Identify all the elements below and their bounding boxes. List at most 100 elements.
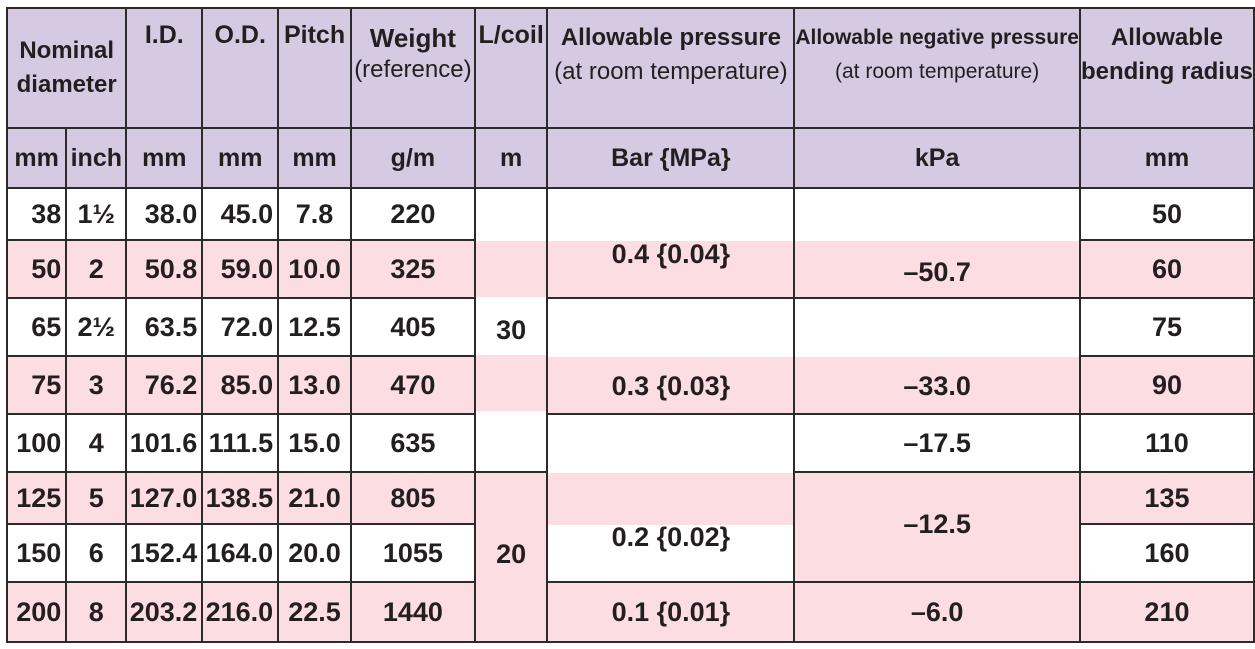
cell-pitch: 13.0: [277, 355, 352, 415]
cell-weight: 1055: [349, 523, 476, 583]
cell-nominal-inch: 2½: [65, 297, 128, 357]
cell-weight: 325: [349, 239, 476, 299]
header-row: Nominal diameter I.D. O.D. Pitch Weight …: [5, 7, 1255, 129]
pressure-value-1: 0.4 {0.04}: [611, 239, 731, 269]
pink-stripe: [476, 474, 546, 525]
cell-pitch: 15.0: [277, 413, 352, 473]
cell-od: 85.0: [201, 355, 280, 415]
cell-negpressure-1: –50.7: [793, 187, 1081, 299]
cell-weight: 470: [349, 355, 476, 415]
unit-id: mm: [125, 127, 204, 189]
pink-stripe: [796, 474, 1078, 525]
cell-bending: 50: [1078, 187, 1255, 241]
cell-bending: 60: [1078, 239, 1255, 299]
cell-od: 111.5: [201, 413, 280, 473]
cell-weight: 635: [349, 413, 476, 473]
cell-nominal-mm: 75: [5, 355, 68, 415]
cell-pressure-2: 0.3 {0.03}: [546, 297, 796, 415]
cell-lcoil-group1: 30: [473, 187, 549, 473]
cell-nominal-inch: 8: [65, 581, 128, 643]
unit-pitch: mm: [277, 127, 352, 189]
cell-nominal-mm: 150: [5, 523, 68, 583]
cell-weight: 405: [349, 297, 476, 357]
unit-pressure: Bar {MPa}: [546, 127, 796, 189]
table-row: 200 8 203.2 216.0 22.5 1440 0.1 {0.01} –…: [5, 581, 1255, 643]
nominal-header-line2: diameter: [16, 71, 117, 98]
lcoil-value-30: 30: [496, 315, 527, 345]
cell-id: 63.5: [125, 297, 204, 357]
cell-nominal-inch: 3: [65, 355, 128, 415]
pink-stripe: [476, 355, 546, 411]
cell-id: 203.2: [125, 581, 204, 643]
pressure-value-2: 0.3 {0.03}: [611, 371, 731, 401]
table-row: 100 4 101.6 111.5 15.0 635 0.2 {0.02} –1…: [5, 413, 1255, 583]
unit-weight: g/m: [349, 127, 476, 189]
cell-nominal-mm: 125: [5, 471, 68, 525]
negpressure-value-1: –50.7: [903, 257, 971, 287]
weight-header-line2: (reference): [354, 56, 472, 83]
cell-od: 138.5: [201, 471, 280, 525]
pink-stripe: [796, 241, 1078, 296]
pink-stripe: [796, 357, 1078, 412]
cell-nominal-inch: 2: [65, 239, 128, 299]
pressure-header-line2: (at room temperature): [554, 58, 788, 85]
negpressure-header-line2: (at room temperature): [834, 60, 1040, 83]
pink-stripe: [549, 357, 793, 412]
cell-nominal-mm: 200: [5, 581, 68, 643]
cell-pressure-1: 0.4 {0.04}: [546, 187, 796, 299]
cell-lcoil-group2: 20: [473, 471, 549, 643]
pink-stripe: [549, 473, 793, 525]
unit-nominal-inch: inch: [65, 127, 128, 189]
negpressure-value-4: –12.5: [903, 509, 971, 539]
cell-negpressure-2: –33.0: [793, 297, 1081, 415]
id-header: I.D.: [125, 7, 204, 129]
cell-nominal-mm: 65: [5, 297, 68, 357]
negative-pressure-header: Allowable negative pressure (at room tem…: [793, 7, 1081, 129]
cell-id: 38.0: [125, 187, 204, 241]
lcoil-header: L/coil: [473, 7, 549, 129]
cell-od: 72.0: [201, 297, 280, 357]
weight-header: Weight (reference): [349, 7, 476, 129]
pink-stripe: [476, 583, 546, 640]
cell-id: 50.8: [125, 239, 204, 299]
cell-id: 152.4: [125, 523, 204, 583]
cell-bending: 135: [1078, 471, 1255, 525]
hose-spec-table: Nominal diameter I.D. O.D. Pitch Weight …: [5, 7, 1255, 643]
pressure-header-line1: Allowable pressure: [560, 24, 781, 51]
lcoil-value-20: 20: [496, 539, 527, 569]
cell-pitch: 12.5: [277, 297, 352, 357]
unit-od: mm: [201, 127, 280, 189]
cell-bending: 160: [1078, 523, 1255, 583]
cell-od: 59.0: [201, 239, 280, 299]
cell-nominal-mm: 50: [5, 239, 68, 299]
cell-negpressure-5: –6.0: [793, 581, 1081, 643]
pink-stripe: [549, 241, 793, 296]
cell-pitch: 7.8: [277, 187, 352, 241]
od-header: O.D.: [201, 7, 280, 129]
unit-nominal-mm: mm: [5, 127, 68, 189]
weight-header-line1: Weight: [369, 23, 456, 53]
bending-header-line1: Allowable: [1110, 24, 1223, 51]
cell-pressure-4: 0.1 {0.01}: [546, 581, 796, 643]
cell-id: 76.2: [125, 355, 204, 415]
cell-pressure-3: 0.2 {0.02}: [546, 413, 796, 583]
negpressure-header-line1: Allowable negative pressure: [795, 26, 1079, 49]
cell-bending: 90: [1078, 355, 1255, 415]
cell-nominal-mm: 38: [5, 187, 68, 241]
cell-pitch: 22.5: [277, 581, 352, 643]
unit-lcoil: m: [473, 127, 549, 189]
cell-weight: 220: [349, 187, 476, 241]
cell-nominal-inch: 5: [65, 471, 128, 525]
cell-bending: 75: [1078, 297, 1255, 357]
unit-bending: mm: [1078, 127, 1255, 189]
cell-negpressure-3: –17.5: [793, 413, 1081, 473]
cell-id: 101.6: [125, 413, 204, 473]
cell-nominal-inch: 1½: [65, 187, 128, 241]
cell-nominal-inch: 6: [65, 523, 128, 583]
unit-negpressure: kPa: [793, 127, 1081, 189]
cell-pitch: 10.0: [277, 239, 352, 299]
cell-od: 45.0: [201, 187, 280, 241]
cell-pitch: 21.0: [277, 471, 352, 525]
units-row: mm inch mm mm mm g/m m Bar {MPa} kPa mm: [5, 127, 1255, 189]
